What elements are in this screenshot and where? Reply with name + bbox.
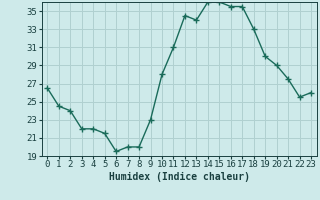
X-axis label: Humidex (Indice chaleur): Humidex (Indice chaleur) [109, 172, 250, 182]
